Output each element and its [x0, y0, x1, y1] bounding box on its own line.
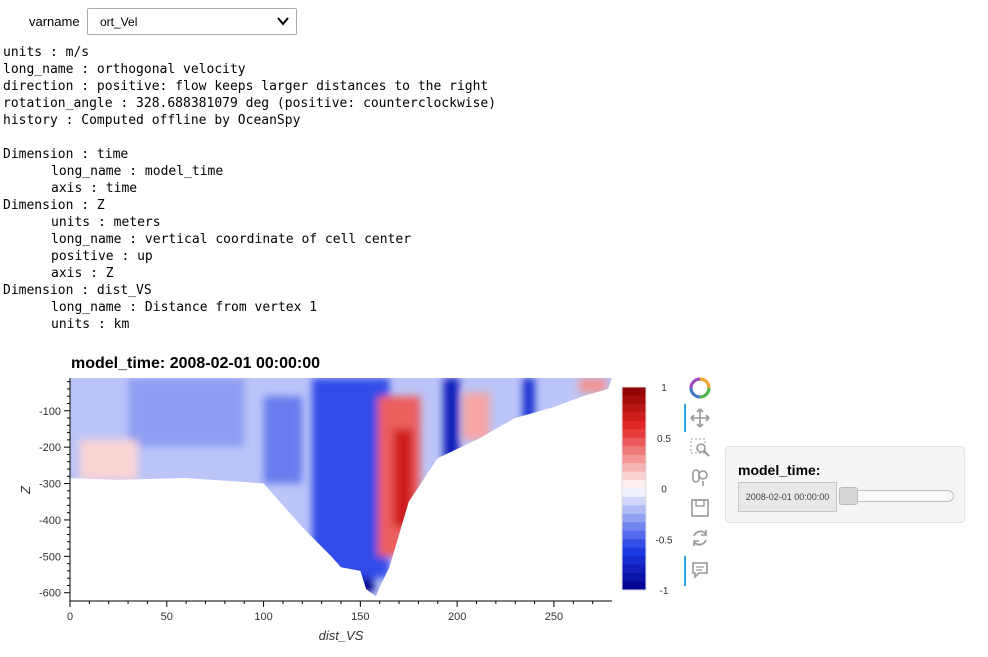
- colorbar-band: [622, 522, 646, 532]
- colorbar-band: [622, 496, 646, 506]
- metadata-line: Dimension : dist_VS: [3, 283, 152, 298]
- metadata-line: units : m/s: [3, 45, 90, 60]
- water-section: [70, 378, 612, 597]
- y-tick-label: -200: [39, 442, 61, 454]
- water-background: [70, 378, 612, 597]
- colorbar-band: [622, 395, 646, 405]
- colorbar-band: [622, 429, 646, 439]
- colorbar-band: [622, 556, 646, 566]
- colorbar-band: [622, 581, 646, 591]
- plot-toolbar: [684, 374, 714, 589]
- time-widget: model_time: 2008-02-01 00:00:00: [725, 446, 965, 523]
- colorbar-band: [622, 437, 646, 447]
- metadata-line: long_name : vertical coordinate of cell …: [51, 232, 412, 247]
- colorbar-band: [622, 463, 646, 473]
- plot-title: model_time: 2008-02-01 00:00:00: [71, 355, 321, 372]
- colorbar-tick-label: 0.5: [657, 434, 671, 445]
- hover-icon[interactable]: [688, 558, 712, 582]
- box-zoom-icon[interactable]: [688, 436, 712, 460]
- pan-icon[interactable]: [688, 406, 712, 430]
- widget-title: model_time:: [738, 462, 821, 478]
- velocity-feature: [393, 428, 413, 528]
- colorbar-band: [622, 454, 646, 464]
- colorbar-tick-label: 0: [661, 485, 667, 496]
- colorbar-band: [622, 412, 646, 422]
- varname-label: varname: [29, 14, 80, 29]
- metadata-line: rotation_angle : 328.688381079 deg (posi…: [3, 96, 497, 111]
- colorbar-band: [622, 480, 646, 489]
- time-slider-handle[interactable]: [839, 487, 858, 505]
- varname-select-value: ort_Vel: [100, 15, 138, 29]
- bokeh-logo-icon[interactable]: [688, 376, 712, 400]
- velocity-feature: [579, 378, 607, 393]
- colorbar-band: [622, 471, 646, 481]
- colorbar-band: [622, 505, 646, 515]
- metadata-line: units : meters: [51, 215, 161, 230]
- velocity-feature: [443, 378, 460, 466]
- varname-row: varname ort_Vel: [0, 8, 300, 36]
- velocity-feature: [263, 396, 303, 484]
- velocity-feature: [128, 378, 245, 448]
- velocity-feature: [377, 396, 421, 557]
- active-tool-indicator: [684, 556, 686, 586]
- colorbar-band: [622, 547, 646, 557]
- colorbar-frame: [621, 386, 647, 591]
- varname-select[interactable]: ort_Vel: [87, 8, 297, 35]
- colorbar-band: [622, 513, 646, 523]
- metadata-line: axis : Z: [51, 266, 114, 281]
- colorbar-band: [622, 564, 646, 574]
- colorbar-tick-label: -0.5: [655, 535, 673, 546]
- metadata-line: direction : positive: flow keeps larger …: [3, 79, 489, 94]
- chevron-down-icon: [277, 17, 289, 26]
- metadata-line: positive : up: [51, 249, 153, 264]
- colorbar-band: [622, 420, 646, 430]
- y-tick-label: -400: [39, 515, 61, 527]
- y-axis-label: Z: [18, 485, 33, 495]
- colorbar-band: [622, 488, 646, 498]
- metadata-line: Dimension : Z: [3, 198, 105, 213]
- metadata-line: long_name : model_time: [51, 164, 224, 179]
- colorbar-band: [622, 446, 646, 456]
- velocity-feature: [79, 439, 138, 480]
- reset-icon[interactable]: [688, 526, 712, 550]
- velocity-feature: [339, 378, 374, 593]
- colorbar-band: [622, 403, 646, 413]
- metadata-line: axis : time: [51, 181, 138, 196]
- metadata-line: [3, 129, 496, 146]
- widget-value-box[interactable]: 2008-02-01 00:00:00: [738, 482, 837, 512]
- x-tick-label: 50: [161, 611, 173, 623]
- y-tick-label: -100: [39, 406, 61, 418]
- y-tick-label: -300: [39, 479, 61, 491]
- metadata-line: long_name : Distance from vertex 1: [51, 300, 318, 315]
- velocity-feature: [311, 378, 390, 579]
- colorbar-band: [622, 573, 646, 583]
- x-tick-label: 0: [67, 611, 73, 623]
- colorbar-band: [622, 387, 646, 396]
- velocity-feature: [462, 392, 491, 440]
- colorbar-band: [622, 539, 646, 549]
- colorbar-tick-label: -1: [660, 586, 669, 597]
- y-tick-label: -600: [39, 588, 61, 600]
- metadata-line: Dimension : time: [3, 147, 129, 162]
- x-tick-label: 250: [545, 611, 563, 623]
- wheel-zoom-icon[interactable]: [688, 466, 712, 490]
- save-icon[interactable]: [688, 496, 712, 520]
- metadata-line: history : Computed offline by OceanSpy: [3, 113, 301, 128]
- colorbar-band: [622, 530, 646, 540]
- active-tool-indicator: [684, 404, 686, 432]
- metadata-line: units : km: [51, 317, 130, 332]
- x-tick-label: 150: [351, 611, 369, 623]
- variable-metadata: units : m/s long_name : orthogonal veloci…: [3, 44, 496, 333]
- y-tick-label: -500: [39, 551, 61, 563]
- velocity-features: [79, 378, 607, 593]
- x-axis-label: dist_VS: [319, 628, 364, 643]
- x-tick-label: 200: [448, 611, 466, 623]
- x-tick-label: 100: [254, 611, 272, 623]
- colorbar-tick-label: 1: [661, 383, 667, 394]
- metadata-line: long_name : orthogonal velocity: [3, 62, 246, 77]
- velocity-feature: [522, 378, 535, 422]
